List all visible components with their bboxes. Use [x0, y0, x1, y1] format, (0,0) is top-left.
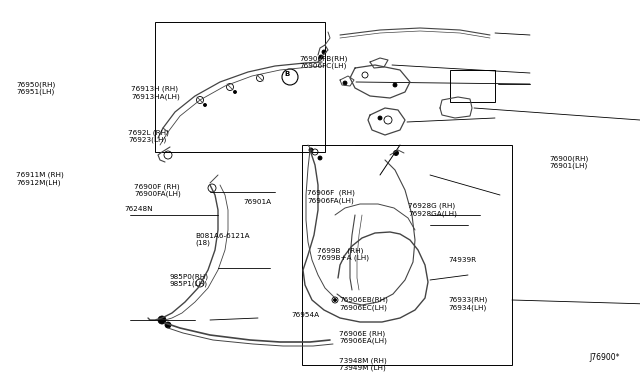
Circle shape: [165, 322, 171, 328]
Text: 74939R: 74939R: [448, 257, 476, 263]
Circle shape: [234, 90, 237, 93]
Text: 76950(RH)
76951(LH): 76950(RH) 76951(LH): [16, 81, 55, 95]
Text: 76954A: 76954A: [291, 312, 319, 318]
Text: B081A6-6121A
(18): B081A6-6121A (18): [195, 232, 250, 246]
Bar: [302, 145, 512, 365]
Circle shape: [319, 55, 323, 59]
Text: 76900(RH)
76901(LH): 76900(RH) 76901(LH): [549, 155, 588, 170]
Text: 76900F (RH)
76900FA(LH): 76900F (RH) 76900FA(LH): [134, 183, 181, 197]
Bar: [450, 70, 495, 102]
Text: B: B: [284, 71, 290, 77]
Text: 985P0(RH)
985P1(LH): 985P0(RH) 985P1(LH): [170, 273, 209, 288]
Text: 7699B   (RH)
7699B+A (LH): 7699B (RH) 7699B+A (LH): [317, 247, 369, 262]
Circle shape: [322, 50, 326, 54]
Circle shape: [158, 316, 166, 324]
Text: 76906F  (RH)
76906FA(LH): 76906F (RH) 76906FA(LH): [307, 190, 355, 204]
Text: 76901A: 76901A: [243, 199, 271, 205]
Text: 76906FB(RH)
76906FC(LH): 76906FB(RH) 76906FC(LH): [300, 55, 348, 69]
Text: 73948M (RH)
73949M (LH): 73948M (RH) 73949M (LH): [339, 357, 387, 371]
Text: 76928G (RH)
76928GA(LH): 76928G (RH) 76928GA(LH): [408, 203, 457, 217]
Circle shape: [343, 81, 347, 85]
Circle shape: [394, 151, 399, 155]
Text: 76933(RH)
76934(LH): 76933(RH) 76934(LH): [448, 297, 487, 311]
Text: 76913H (RH)
76913HA(LH): 76913H (RH) 76913HA(LH): [131, 86, 180, 100]
Text: 76248N: 76248N: [125, 206, 154, 212]
Circle shape: [378, 116, 382, 120]
Circle shape: [333, 298, 337, 301]
Text: 76906EB(RH)
76906EC(LH): 76906EB(RH) 76906EC(LH): [339, 297, 388, 311]
Circle shape: [318, 156, 322, 160]
Text: 76911M (RH)
76912M(LH): 76911M (RH) 76912M(LH): [16, 172, 64, 186]
Circle shape: [309, 148, 313, 152]
Text: J76900*: J76900*: [589, 353, 620, 362]
Text: 7692L (RH)
76923(LH): 7692L (RH) 76923(LH): [128, 129, 169, 144]
Circle shape: [393, 83, 397, 87]
Circle shape: [204, 103, 207, 106]
Bar: [155, 22, 325, 152]
Text: 76906E (RH)
76906EA(LH): 76906E (RH) 76906EA(LH): [339, 330, 387, 344]
